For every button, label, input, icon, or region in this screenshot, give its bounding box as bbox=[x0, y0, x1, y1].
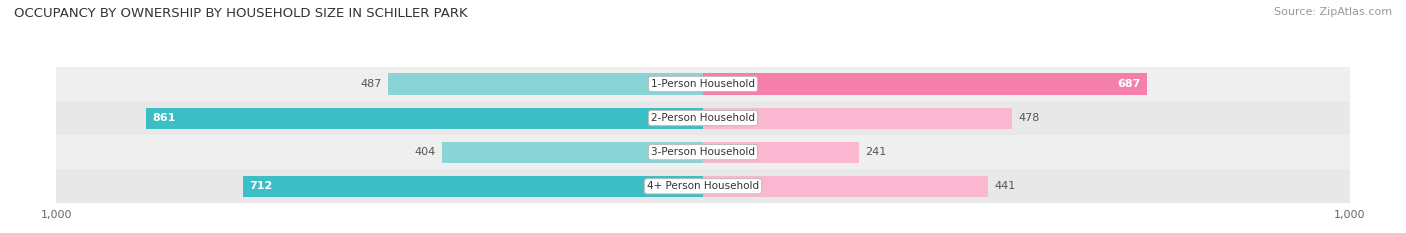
Text: 2-Person Household: 2-Person Household bbox=[651, 113, 755, 123]
Bar bbox=[441, 142, 703, 163]
Bar bbox=[703, 73, 1147, 95]
Text: 1-Person Household: 1-Person Household bbox=[651, 79, 755, 89]
Bar bbox=[146, 107, 703, 129]
Text: 487: 487 bbox=[360, 79, 381, 89]
Text: 3-Person Household: 3-Person Household bbox=[651, 147, 755, 157]
Text: 861: 861 bbox=[153, 113, 176, 123]
Bar bbox=[703, 142, 859, 163]
Bar bbox=[703, 107, 1012, 129]
Bar bbox=[242, 176, 703, 197]
Bar bbox=[56, 67, 1350, 101]
Text: OCCUPANCY BY OWNERSHIP BY HOUSEHOLD SIZE IN SCHILLER PARK: OCCUPANCY BY OWNERSHIP BY HOUSEHOLD SIZE… bbox=[14, 7, 468, 20]
Bar bbox=[388, 73, 703, 95]
Text: 712: 712 bbox=[249, 181, 273, 191]
Bar bbox=[56, 169, 1350, 203]
Text: 687: 687 bbox=[1118, 79, 1140, 89]
Text: 241: 241 bbox=[865, 147, 887, 157]
Text: 441: 441 bbox=[994, 181, 1017, 191]
Bar bbox=[703, 176, 988, 197]
Bar bbox=[56, 101, 1350, 135]
Bar bbox=[56, 135, 1350, 169]
Text: Source: ZipAtlas.com: Source: ZipAtlas.com bbox=[1274, 7, 1392, 17]
Text: 404: 404 bbox=[413, 147, 436, 157]
Text: 478: 478 bbox=[1018, 113, 1040, 123]
Text: 4+ Person Household: 4+ Person Household bbox=[647, 181, 759, 191]
